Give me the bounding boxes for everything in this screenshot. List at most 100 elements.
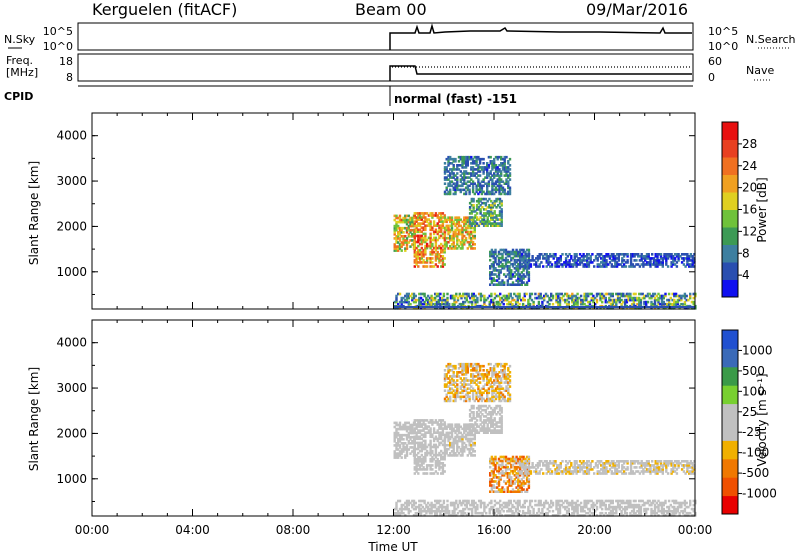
power-echo-cell <box>552 253 555 256</box>
velocity-echo-cell <box>464 362 468 366</box>
power-echo-cell <box>459 184 462 188</box>
power-echo-cell <box>475 224 479 227</box>
velocity-echo-cell <box>575 470 578 473</box>
power-echo-cell <box>436 216 439 219</box>
power-echo-cell <box>470 292 474 296</box>
velocity-echo-cell <box>457 362 461 366</box>
power-echo-cell <box>621 261 624 264</box>
power-echo-cell <box>466 180 469 183</box>
power-echo-cell <box>487 166 491 169</box>
power-echo-cell <box>588 300 592 304</box>
velocity-echo-cell <box>500 371 503 374</box>
velocity-echo-cell <box>465 499 468 503</box>
velocity-echo-cell <box>461 445 464 449</box>
velocity-echo-cell <box>418 437 422 441</box>
power-echo-cell <box>439 307 442 310</box>
velocity-echo-cell <box>418 425 422 428</box>
power-echo-cell <box>515 258 518 262</box>
velocity-echo-cell <box>425 449 429 453</box>
velocity-echo-cell <box>582 470 585 473</box>
power-echo-cell <box>472 208 475 211</box>
velocity-echo-cell <box>481 429 484 432</box>
velocity-echo-cell <box>441 470 445 473</box>
velocity-echo-cell <box>631 472 635 475</box>
velocity-echo-cell <box>502 501 505 505</box>
velocity-echo-cell <box>445 395 448 399</box>
velocity-echo-cell <box>482 364 485 368</box>
velocity-echo-cell <box>665 468 668 471</box>
power-echo-cell <box>465 292 468 296</box>
power-echo-cell <box>458 294 461 298</box>
velocity-echo-cell <box>494 457 497 461</box>
velocity-echo-cell <box>438 453 441 457</box>
velocity-echo-cell <box>397 509 400 513</box>
velocity-echo-cell <box>482 415 486 418</box>
power-echo-cell <box>415 259 418 262</box>
power-echo-cell <box>587 294 590 298</box>
power-echo-cell <box>585 292 588 296</box>
velocity-echo-cell <box>420 460 423 463</box>
velocity-echo-cell <box>466 425 469 429</box>
velocity-echo-cell <box>445 383 448 386</box>
power-echo-cell <box>429 222 432 225</box>
velocity-echo-cell <box>463 383 466 386</box>
velocity-echo-cell <box>507 389 510 392</box>
velocity-echo-cell <box>413 445 416 449</box>
power-echo-cell <box>497 302 500 306</box>
velocity-echo-cell <box>449 362 452 366</box>
power-echo-cell <box>523 298 526 302</box>
velocity-echo-cell <box>568 472 571 475</box>
power-echo-cell <box>589 255 592 258</box>
power-echo-cell <box>610 265 613 268</box>
velocity-echo-cell <box>659 460 663 463</box>
power-echo-cell <box>584 265 587 268</box>
velocity-echo-cell <box>400 427 403 431</box>
velocity-echo-cell <box>411 450 414 453</box>
velocity-echo-cell <box>511 503 514 507</box>
power-echo-cell <box>470 230 473 234</box>
velocity-echo-cell <box>471 441 475 445</box>
power-echo-cell <box>639 307 643 310</box>
velocity-echo-cell <box>432 457 436 461</box>
velocity-echo-cell <box>644 470 647 473</box>
velocity-echo-cell <box>689 462 693 465</box>
velocity-echo-cell <box>543 505 546 509</box>
power-echo-cell <box>490 265 494 268</box>
velocity-echo-cell <box>447 391 450 395</box>
power-echo-cell <box>488 222 491 225</box>
power-echo-cell <box>452 174 455 177</box>
velocity-echo-cell <box>474 431 477 434</box>
power-echo-cell <box>629 259 633 262</box>
velocity-echo-cell <box>464 425 468 429</box>
velocity-echo-cell <box>455 499 458 503</box>
power-echo-cell <box>450 224 454 228</box>
velocity-echo-cell <box>528 501 532 505</box>
power-echo-cell <box>418 250 422 254</box>
power-echo-cell <box>395 214 398 218</box>
power-echo-cell <box>482 190 485 194</box>
velocity-echo-cell <box>491 421 495 424</box>
velocity-echo-cell <box>497 509 500 513</box>
velocity-echo-cell <box>490 421 493 424</box>
velocity-echo-cell <box>407 435 410 439</box>
velocity-echo-cell <box>393 425 396 429</box>
power-echo-cell <box>397 245 400 248</box>
power-echo-cell <box>436 257 439 260</box>
velocity-echo-cell <box>670 460 673 463</box>
velocity-echo-cell <box>474 427 477 430</box>
power-echo-cell <box>449 157 452 161</box>
power-echo-cell <box>468 172 471 175</box>
velocity-echo-cell <box>466 391 469 395</box>
velocity-echo-cell <box>500 369 503 372</box>
velocity-echo-cell <box>449 389 452 392</box>
velocity-echo-cell <box>487 399 491 403</box>
velocity-echo-cell <box>405 450 409 453</box>
power-echo-cell <box>656 253 659 256</box>
velocity-echo-cell <box>534 514 537 517</box>
power-echo-cell <box>473 162 476 165</box>
power-echo-cell <box>413 244 416 248</box>
power-echo-cell <box>503 250 506 254</box>
power-echo-cell <box>490 300 493 304</box>
velocity-echo-cell <box>460 509 463 513</box>
velocity-echo-cell <box>484 421 488 424</box>
